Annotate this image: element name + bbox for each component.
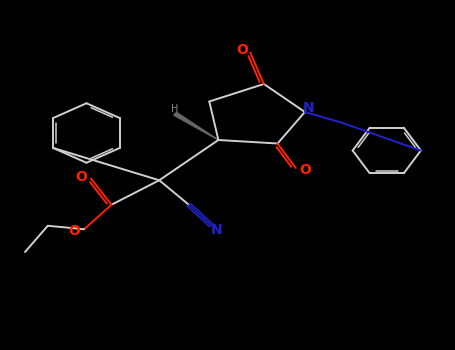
Polygon shape [174,112,218,140]
Text: O: O [75,170,87,184]
Text: H: H [172,104,179,113]
Text: O: O [236,43,248,57]
Text: N: N [211,223,223,237]
Text: O: O [299,163,311,177]
Text: O: O [68,224,80,238]
Text: N: N [303,101,314,115]
